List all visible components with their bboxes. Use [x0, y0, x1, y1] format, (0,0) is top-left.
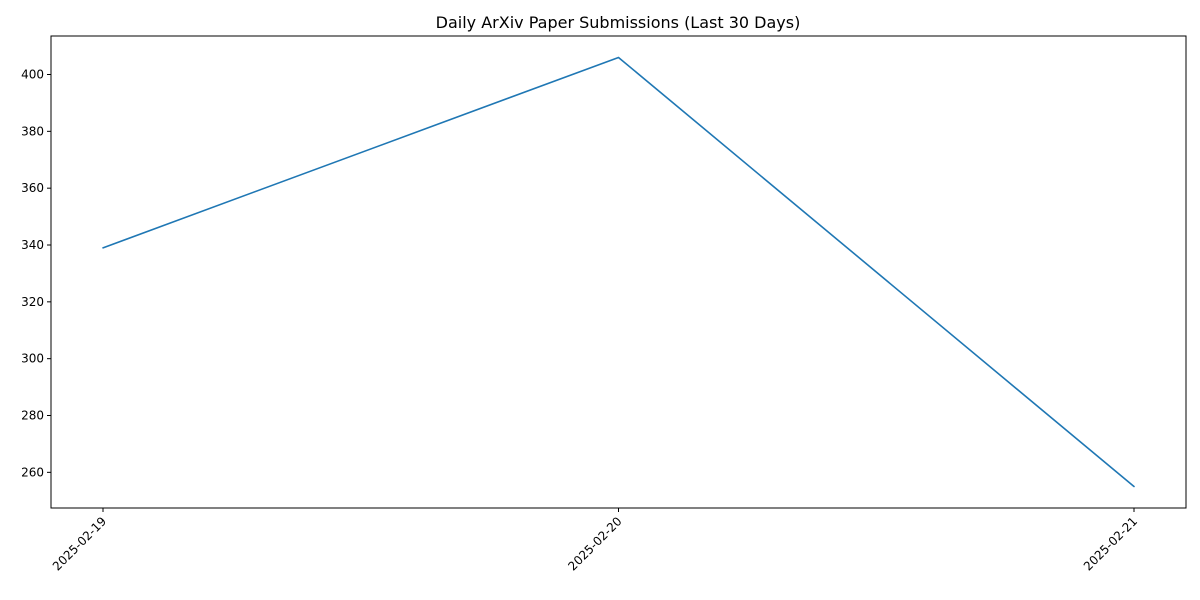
y-tick-label: 380 [21, 124, 44, 138]
y-tick-label: 320 [21, 295, 44, 309]
x-tick-label: 2025-02-21 [1081, 514, 1140, 573]
series-line [102, 56, 1135, 488]
y-tick-label: 360 [21, 181, 44, 195]
y-tick-label: 280 [21, 409, 44, 423]
x-tick-label: 2025-02-20 [565, 514, 624, 573]
chart-title: Daily ArXiv Paper Submissions (Last 30 D… [436, 13, 801, 32]
y-tick-label: 260 [21, 465, 44, 479]
axes-frame [50, 35, 1187, 509]
y-axis: 260 280 300 320 340 360 380 400 [21, 68, 51, 479]
x-axis: 2025-02-19 2025-02-20 2025-02-21 [50, 508, 1140, 573]
y-tick-label: 300 [21, 352, 44, 366]
series-layer [102, 56, 1135, 488]
y-tick-label: 340 [21, 238, 44, 252]
x-tick-label: 2025-02-19 [50, 514, 109, 573]
y-tick-label: 400 [21, 68, 44, 82]
